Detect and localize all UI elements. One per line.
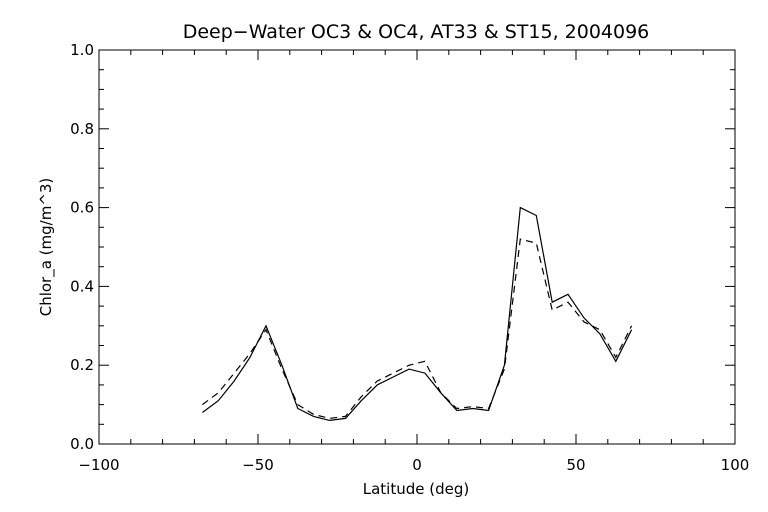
x-tick-label: 100: [721, 456, 750, 474]
x-tick-label: −100: [78, 456, 119, 474]
y-tick-label: 0.4: [70, 277, 94, 295]
axis-tick-labels: −100 −50 0 50 100 0.0 0.2 0.4 0.6 0.8 1.0: [70, 41, 749, 474]
y-axis-label: Chlor_a (mg/m^3): [37, 178, 56, 317]
plot-frame: [98, 49, 736, 445]
x-tick-label: −50: [242, 456, 274, 474]
series-layer: [202, 206, 633, 422]
y-tick-label: 0.8: [70, 120, 94, 138]
series-line-solid: [202, 206, 633, 422]
axis-ticks: [98, 49, 736, 445]
x-axis-label: Latitude (deg): [363, 480, 469, 498]
y-tick-label: 0.6: [70, 199, 94, 217]
x-tick-label: 50: [566, 456, 585, 474]
y-tick-label: 1.0: [70, 41, 94, 59]
x-tick-label: 0: [412, 456, 422, 474]
chart-title: Deep−Water OC3 & OC4, AT33 & ST15, 20040…: [183, 21, 650, 43]
series-line-dashed: [202, 238, 633, 420]
y-tick-label: 0.0: [70, 435, 94, 453]
y-tick-label: 0.2: [70, 356, 94, 374]
